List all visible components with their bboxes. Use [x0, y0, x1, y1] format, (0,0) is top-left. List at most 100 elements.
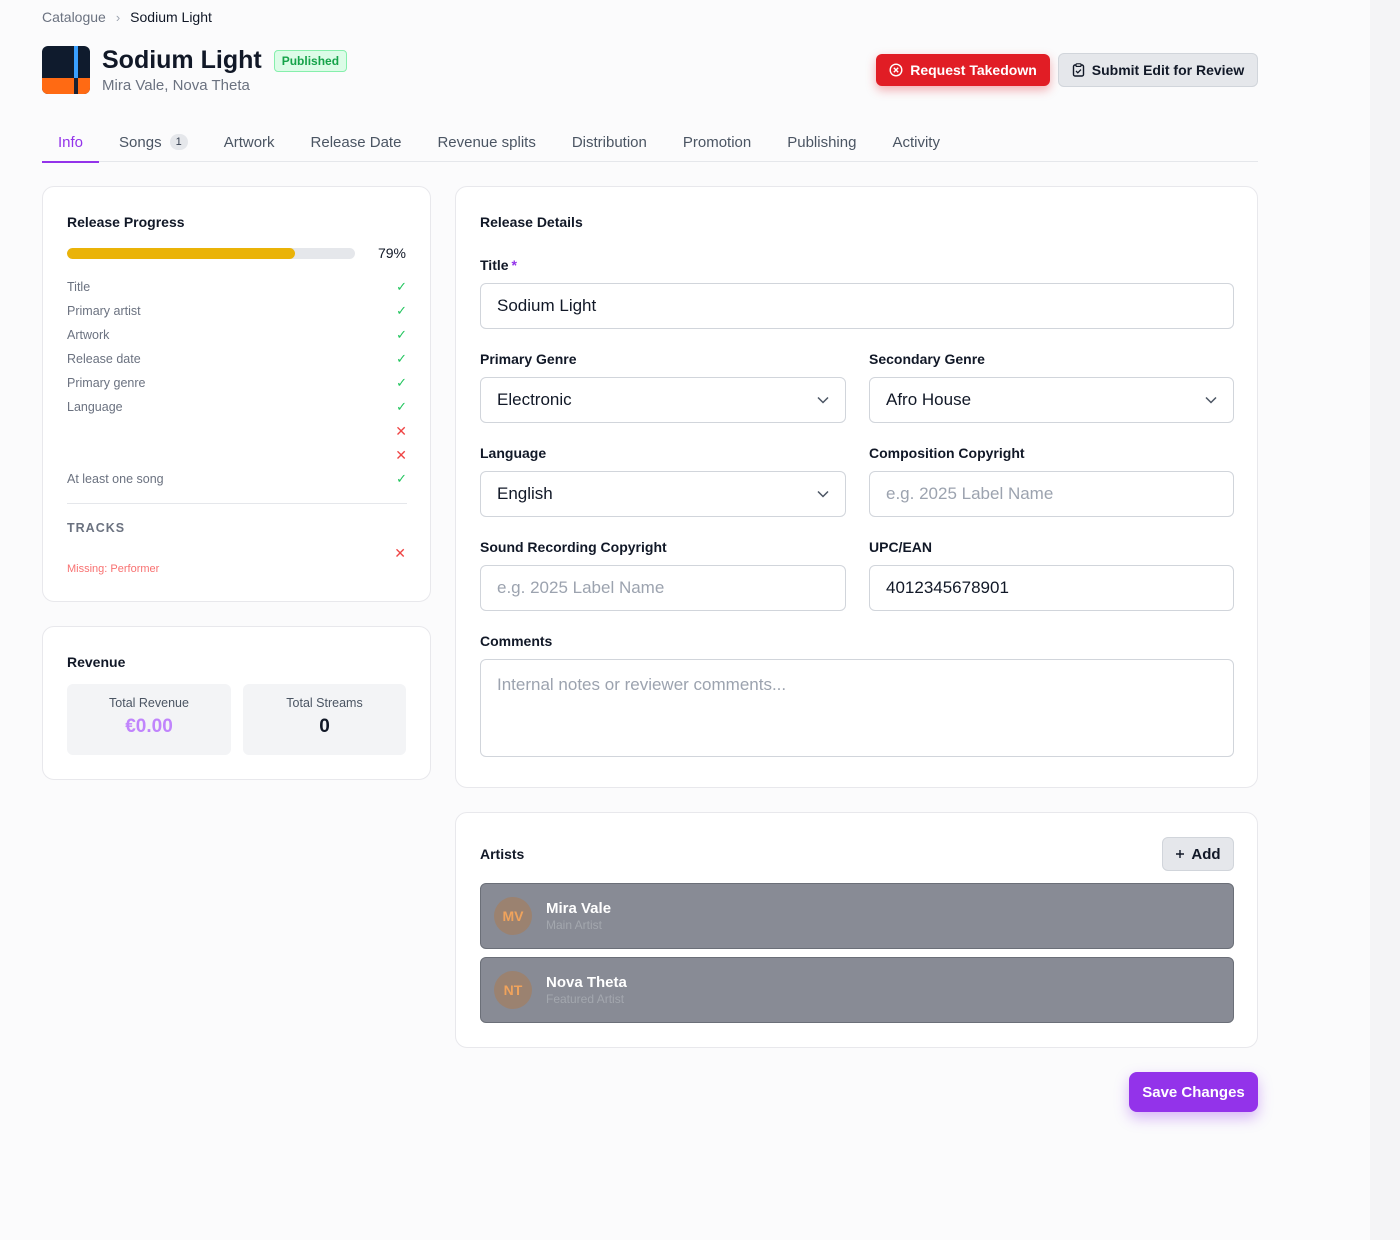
progress-percent: 79%: [377, 245, 406, 261]
progress-bar: [67, 248, 355, 259]
add-artist-button[interactable]: Add: [1162, 837, 1234, 871]
progress-bar-fill: [67, 248, 295, 259]
composition-copyright-label: Composition Copyright: [869, 445, 1025, 461]
tab-activity[interactable]: Activity: [876, 122, 956, 162]
checklist-item: Title ✓: [67, 275, 407, 299]
total-revenue-label: Total Revenue: [109, 696, 189, 710]
save-changes-button[interactable]: Save Changes: [1129, 1072, 1258, 1112]
tab-info-label: Info: [58, 133, 84, 151]
tab-songs-label: Songs: [119, 133, 162, 151]
checklist-item: ✕: [67, 419, 407, 443]
composition-copyright-input[interactable]: e.g. 2025 Label Name: [869, 471, 1234, 517]
primary-genre-label: Primary Genre: [480, 351, 577, 367]
upc-ean-input[interactable]: 4012345678901: [869, 565, 1234, 611]
required-mark: *: [511, 257, 517, 273]
checklist-item-label: Language: [67, 400, 123, 414]
x-icon: ✕: [395, 422, 407, 439]
sound-recording-copyright-placeholder: e.g. 2025 Label Name: [497, 578, 665, 597]
release-header: Sodium Light Published Mira Vale, Nova T…: [42, 46, 348, 94]
checklist-item-label: Primary artist: [67, 304, 141, 318]
checklist-item: At least one song ✓: [67, 467, 407, 491]
artists-card: Artists Add MV Mira Vale Main Artist NT …: [455, 812, 1258, 1048]
tab-artwork[interactable]: Artwork: [208, 122, 291, 162]
breadcrumb-catalogue-link[interactable]: Catalogue: [42, 9, 106, 25]
title-label-text: Title: [480, 257, 509, 273]
add-artist-label: Add: [1191, 845, 1221, 863]
comments-label: Comments: [480, 633, 553, 649]
songs-count-badge: 1: [169, 134, 188, 150]
missing-performer-warning: Missing: Performer: [67, 563, 160, 575]
tracks-heading: TRACKS: [67, 521, 126, 535]
tab-distribution[interactable]: Distribution: [556, 122, 663, 162]
revenue-card: Revenue Total Revenue €0.00 Total Stream…: [42, 626, 431, 780]
tab-songs[interactable]: Songs 1: [103, 122, 204, 162]
circle-x-icon: [889, 63, 903, 77]
composition-copyright-placeholder: e.g. 2025 Label Name: [886, 484, 1054, 503]
release-details-card: Release Details Title * Sodium Light Prim…: [455, 186, 1258, 788]
checklist-item: Artwork ✓: [67, 323, 407, 347]
request-takedown-button[interactable]: Request Takedown: [876, 54, 1050, 86]
check-icon: ✓: [396, 375, 407, 390]
secondary-genre-label: Secondary Genre: [869, 351, 985, 367]
artists-title: Artists: [480, 846, 525, 862]
tab-bar: Info Songs 1 Artwork Release Date Revenue…: [42, 122, 1258, 163]
tab-release-date-label: Release Date: [310, 133, 402, 151]
breadcrumb: Catalogue › Sodium Light: [42, 9, 212, 25]
checklist-item: Primary artist ✓: [67, 299, 407, 323]
tab-release-date[interactable]: Release Date: [295, 122, 418, 162]
status-badge: Published: [273, 50, 348, 72]
artist-row-nova-theta[interactable]: NT Nova Theta Featured Artist: [480, 957, 1234, 1023]
submit-edit-button[interactable]: Submit Edit for Review: [1058, 53, 1258, 87]
primary-genre-value: Electronic: [497, 390, 572, 409]
sound-recording-copyright-input[interactable]: e.g. 2025 Label Name: [480, 565, 846, 611]
tab-promotion-label: Promotion: [682, 133, 752, 151]
total-streams-label: Total Streams: [286, 696, 363, 710]
sound-recording-copyright-label: Sound Recording Copyright: [480, 539, 667, 555]
divider: [67, 503, 407, 504]
comments-placeholder: Internal notes or reviewer comments...: [497, 675, 787, 694]
check-icon: ✓: [396, 327, 407, 342]
chevron-down-icon: [1205, 396, 1217, 404]
upc-ean-label: UPC/EAN: [869, 539, 933, 555]
comments-textarea[interactable]: Internal notes or reviewer comments...: [480, 659, 1234, 757]
tab-info[interactable]: Info: [42, 122, 100, 163]
progress-checklist: Title ✓ Primary artist ✓ Artwork ✓ Release …: [67, 275, 407, 491]
checklist-item-label: Release date: [67, 352, 141, 366]
title-field-label: Title *: [480, 257, 517, 273]
artist-role: Main Artist: [546, 918, 603, 932]
checklist-item: Primary genre ✓: [67, 371, 407, 395]
tab-distribution-label: Distribution: [571, 133, 647, 151]
clipboard-icon: [1072, 63, 1084, 77]
release-progress-card: Release Progress 79% Title ✓ Primary arti…: [42, 186, 431, 602]
tab-revenue-splits-label: Revenue splits: [437, 133, 536, 151]
total-streams-value: 0: [319, 716, 330, 737]
checklist-item: ✕: [67, 443, 407, 467]
artist-name: Nova Theta: [546, 974, 627, 991]
checklist-item-label: Title: [67, 280, 91, 294]
title-input[interactable]: Sodium Light: [480, 283, 1234, 329]
tab-promotion[interactable]: Promotion: [667, 122, 767, 162]
total-streams-stat: Total Streams 0: [243, 684, 406, 755]
check-icon: ✓: [396, 351, 407, 366]
plus-icon: [1176, 850, 1185, 858]
avatar: NT: [494, 971, 532, 1009]
right-edge-strip: [1370, 0, 1400, 1240]
release-progress-title: Release Progress: [67, 214, 185, 230]
tab-artwork-label: Artwork: [223, 133, 275, 151]
x-icon: ✕: [395, 446, 407, 463]
secondary-genre-select[interactable]: Afro House: [869, 377, 1234, 423]
language-select[interactable]: English: [480, 471, 846, 517]
tab-publishing-label: Publishing: [787, 133, 857, 151]
primary-genre-select[interactable]: Electronic: [480, 377, 846, 423]
tab-publishing[interactable]: Publishing: [771, 122, 872, 162]
check-icon: ✓: [396, 399, 407, 414]
chevron-down-icon: [817, 490, 829, 498]
release-artists: Mira Vale, Nova Theta: [102, 77, 250, 94]
checklist-item: Language ✓: [67, 395, 407, 419]
checklist-item: Release date ✓: [67, 347, 407, 371]
tab-revenue-splits[interactable]: Revenue splits: [421, 122, 551, 162]
artist-row-mira-vale[interactable]: MV Mira Vale Main Artist: [480, 883, 1234, 949]
x-icon: ✕: [394, 545, 406, 561]
submit-edit-label: Submit Edit for Review: [1091, 62, 1245, 78]
secondary-genre-value: Afro House: [886, 390, 972, 409]
